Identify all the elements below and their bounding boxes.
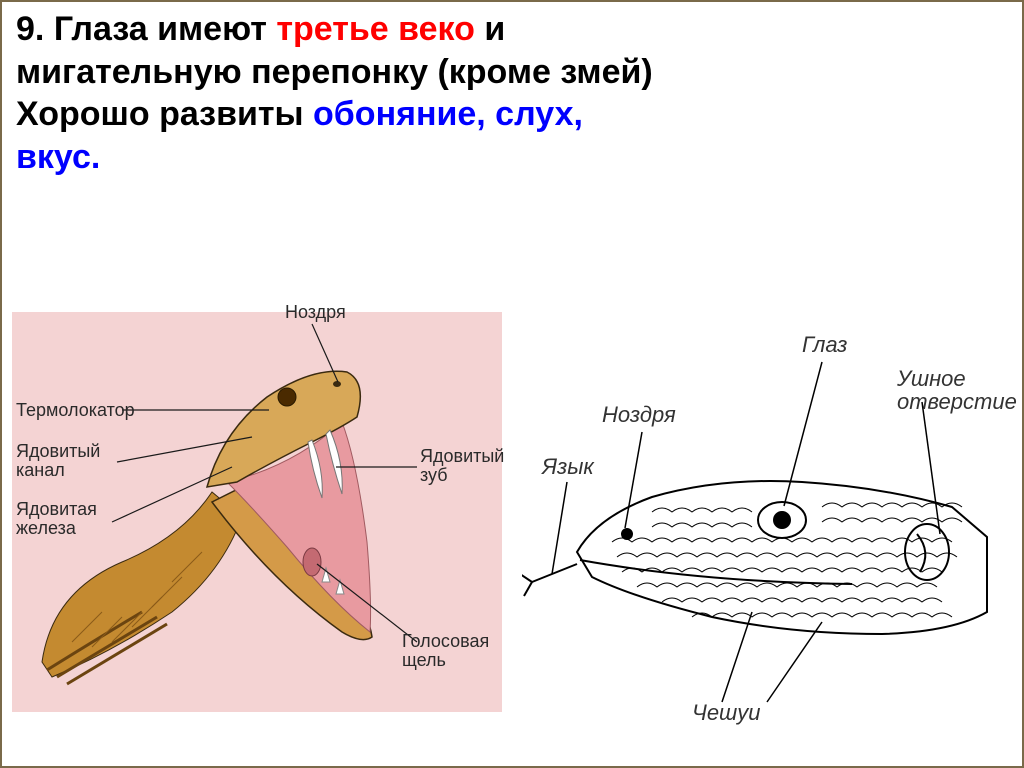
label-nostril-right: Ноздря	[602, 402, 676, 428]
title-block: 9. Глаза имеют третье веко и мигательную…	[2, 2, 1022, 178]
title-red: третье веко	[276, 10, 484, 48]
label-glottis: Голосоваящель	[402, 632, 489, 670]
slide-frame: 9. Глаза имеют третье веко и мигательную…	[0, 0, 1024, 768]
label-eye: Глаз	[802, 332, 847, 358]
label-venom-tooth: Ядовитыйзуб	[420, 447, 504, 485]
label-tongue: Язык	[542, 454, 594, 480]
diagram-area: Ноздря Термолокатор Ядовитыйканал Ядовит…	[2, 282, 1022, 762]
title-line3a: Хорошо развиты	[16, 95, 313, 133]
label-scales: Чешуи	[692, 700, 761, 726]
title-part-a: Глаза имеют	[54, 10, 277, 48]
title-part-b: и	[484, 10, 505, 48]
title-line4: вкус.	[16, 138, 100, 176]
label-venom-gland: Ядовитаяжелеза	[16, 500, 97, 538]
label-nostril-left: Ноздря	[285, 302, 346, 323]
label-ear: Ушноеотверстие	[897, 367, 1017, 413]
title-number: 9.	[16, 10, 54, 48]
title-blue: обоняние, слух,	[313, 95, 583, 133]
title-line2: мигательную перепонку (кроме змей)	[16, 53, 653, 91]
label-thermolocator: Термолокатор	[16, 400, 135, 421]
lizard-diagram	[522, 282, 1022, 722]
label-venom-canal: Ядовитыйканал	[16, 442, 100, 480]
